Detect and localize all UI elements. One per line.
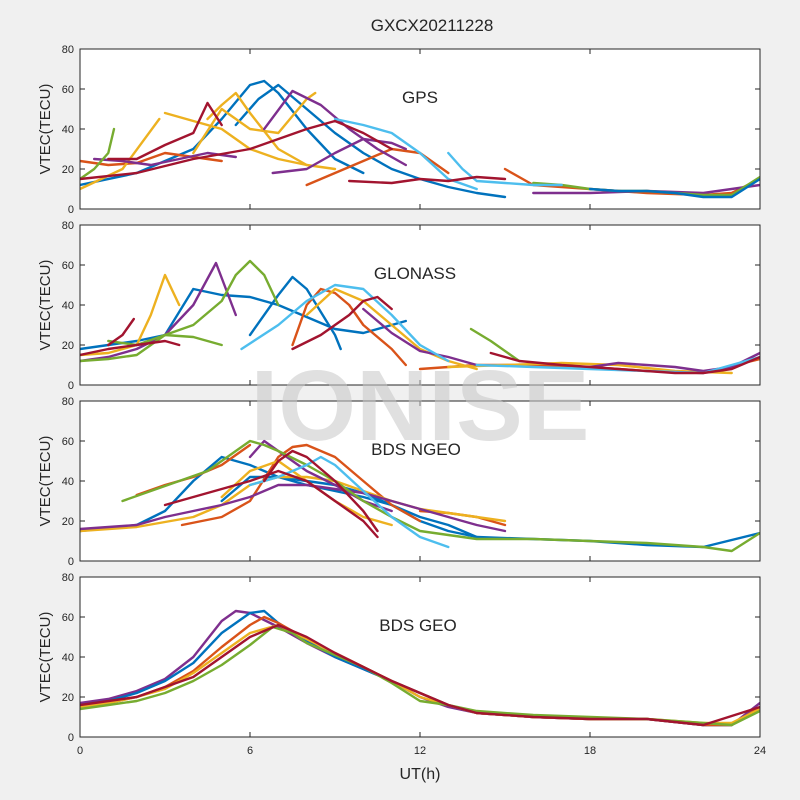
series-group xyxy=(80,259,760,375)
x-tick-label: 6 xyxy=(247,745,253,757)
y-tick-label: 80 xyxy=(62,44,74,56)
y-axis-label: VTEC(TECU) xyxy=(37,84,54,175)
panel-label: BDS NGEO xyxy=(371,440,461,459)
y-tick-label: 60 xyxy=(62,436,74,448)
series-line-12 xyxy=(469,327,521,363)
x-tick-label: 18 xyxy=(584,745,596,757)
series-line-11 xyxy=(271,137,407,175)
y-tick-label: 0 xyxy=(68,380,74,392)
subplot-1: 0 20 40 60 80 VTEC(TECU) GLONASS xyxy=(37,220,761,392)
y-tick-label: 20 xyxy=(62,340,74,352)
y-tick-label: 80 xyxy=(62,396,74,408)
y-axis-label: VTEC(TECU) xyxy=(37,436,54,527)
y-tick-label: 20 xyxy=(62,164,74,176)
y-tick-label: 20 xyxy=(62,516,74,528)
series-line-10 xyxy=(263,89,407,167)
y-tick-label: 40 xyxy=(62,124,74,136)
x-tick-label: 24 xyxy=(754,745,766,757)
y-tick-label: 60 xyxy=(62,612,74,624)
y-tick-label: 80 xyxy=(62,572,74,584)
y-tick-label: 0 xyxy=(68,732,74,744)
series-line-9 xyxy=(92,151,238,167)
plot-area xyxy=(80,577,760,737)
series-line-20 xyxy=(588,177,760,199)
series-line-12 xyxy=(163,469,379,539)
series-line-7 xyxy=(80,483,507,533)
series-line-16 xyxy=(447,151,563,187)
series-line-2 xyxy=(291,287,407,367)
series-line-1 xyxy=(234,83,507,199)
y-tick-label: 0 xyxy=(68,556,74,568)
x-tick-label: 12 xyxy=(414,745,426,757)
y-tick-label: 40 xyxy=(62,476,74,488)
series-line-11 xyxy=(80,333,223,363)
series-line-9 xyxy=(588,351,760,373)
series-line-16 xyxy=(107,317,136,347)
plot-area xyxy=(80,49,760,209)
subplot-0: 0 20 40 60 80 VTEC(TECU) GPS xyxy=(37,44,761,216)
series-line-5 xyxy=(80,117,161,191)
series-line-15 xyxy=(80,339,181,357)
watermark: IONISE xyxy=(251,350,590,462)
series-line-11 xyxy=(263,449,379,533)
y-tick-label: 40 xyxy=(62,652,74,664)
y-tick-label: 0 xyxy=(68,204,74,216)
subplot-3: 0 20 40 60 80 0 6 12 18 24 VTEC(TECU) BDS GEO xyxy=(37,572,766,757)
y-tick-label: 60 xyxy=(62,84,74,96)
series-line-13 xyxy=(80,127,116,181)
panel-label: GPS xyxy=(402,88,438,107)
x-axis-label: UT(h) xyxy=(400,766,441,783)
series-line-10 xyxy=(248,455,450,549)
series-line-8 xyxy=(362,307,478,367)
series-group xyxy=(80,79,760,199)
x-tick-label: 0 xyxy=(77,745,83,757)
series-group xyxy=(80,609,760,727)
series-line-5 xyxy=(80,623,760,727)
subplot-2: 0 20 40 60 80 VTEC(TECU) BDS NGEO xyxy=(37,396,761,568)
series-line-8 xyxy=(206,91,308,167)
series-line-19 xyxy=(348,175,507,185)
panel-label: BDS GEO xyxy=(379,616,456,635)
panel-label: GLONASS xyxy=(374,264,456,283)
series-line-18 xyxy=(107,101,223,161)
series-line-18 xyxy=(489,351,760,375)
y-tick-label: 60 xyxy=(62,260,74,272)
series-line-1 xyxy=(248,275,342,351)
figure-title: GXCX20211228 xyxy=(371,16,494,35)
series-group xyxy=(80,439,760,553)
series-line-3 xyxy=(180,443,422,527)
series-line-17 xyxy=(291,295,393,351)
y-tick-label: 40 xyxy=(62,300,74,312)
series-line-13 xyxy=(240,283,450,363)
series-line-0 xyxy=(80,287,407,351)
series-line-10 xyxy=(107,259,280,347)
series-line-4 xyxy=(80,273,181,357)
series-line-9 xyxy=(121,439,760,553)
series-line-17 xyxy=(80,119,393,181)
y-tick-label: 80 xyxy=(62,220,74,232)
y-axis-label: VTEC(TECU) xyxy=(37,260,54,351)
y-tick-label: 20 xyxy=(62,692,74,704)
y-axis-label: VTEC(TECU) xyxy=(37,612,54,703)
